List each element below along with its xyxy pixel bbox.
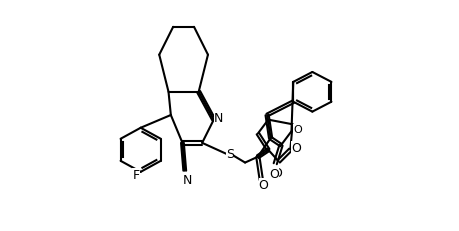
Text: N: N xyxy=(182,174,191,187)
Text: O: O xyxy=(272,167,282,180)
Text: O: O xyxy=(292,124,301,134)
Text: N: N xyxy=(213,111,223,124)
Text: O: O xyxy=(258,181,268,194)
Text: O: O xyxy=(291,141,300,154)
Text: O: O xyxy=(258,178,268,191)
Text: F: F xyxy=(132,168,139,181)
Text: O: O xyxy=(269,167,279,180)
Text: S: S xyxy=(225,147,234,160)
